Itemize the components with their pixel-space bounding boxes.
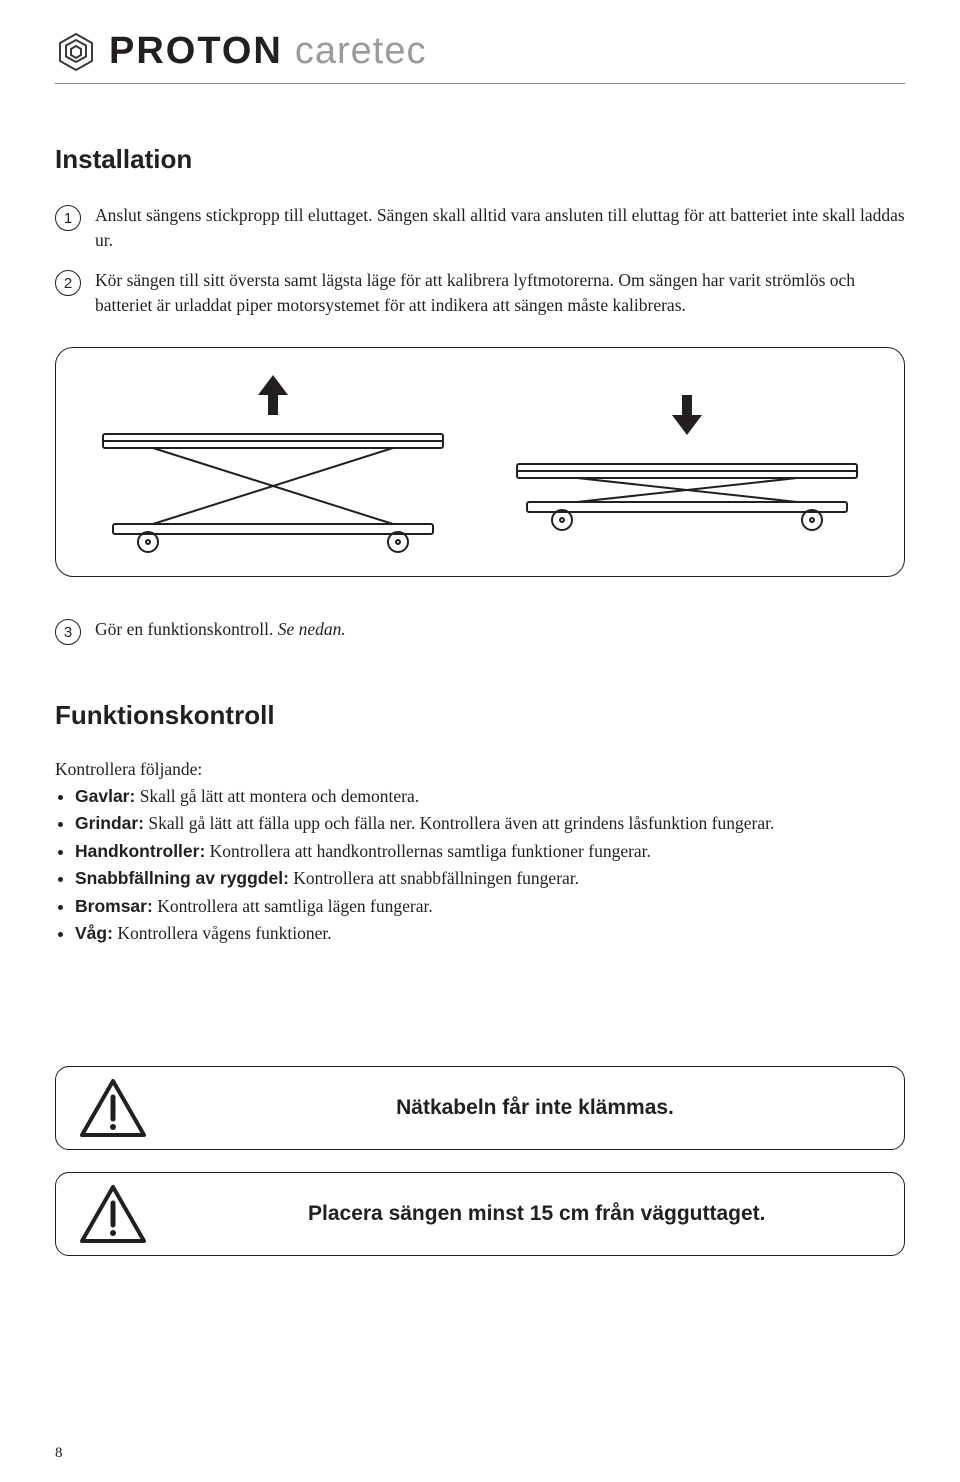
checklist-label: Grindar: xyxy=(75,813,144,833)
warning-text-1: Nätkabeln får inte klämmas. xyxy=(188,1096,882,1120)
checklist-text: Kontrollera att samtliga lägen fungerar. xyxy=(153,896,433,916)
step-3: 3 Gör en funktionskontroll. Se nedan. xyxy=(55,617,905,645)
checklist: Gavlar: Skall gå lätt att montera och de… xyxy=(75,784,905,946)
checklist-item-handkontroller: Handkontroller: Kontrollera att handkont… xyxy=(75,839,905,864)
step-text-1: Anslut sängens stickpropp till eluttaget… xyxy=(95,203,905,252)
warning-placera: Placera sängen minst 15 cm från väggutta… xyxy=(55,1172,905,1256)
brand-header: PROTON caretec xyxy=(55,30,905,84)
checklist-text: Kontrollera att snabbfällningen fungerar… xyxy=(289,868,579,888)
checklist-item-vag: Våg: Kontrollera vågens funktioner. xyxy=(75,921,905,946)
warning-triangle-icon xyxy=(78,1183,148,1245)
checklist-label: Våg: xyxy=(75,923,113,943)
warning-natkabel: Nätkabeln får inte klämmas. xyxy=(55,1066,905,1150)
checklist-label: Gavlar: xyxy=(75,786,135,806)
warning-triangle-icon xyxy=(78,1077,148,1139)
checklist-label: Snabbfällning av ryggdel: xyxy=(75,868,289,888)
step-3-main: Gör en funktionskontroll. xyxy=(95,619,278,639)
checklist-item-gavlar: Gavlar: Skall gå lätt att montera och de… xyxy=(75,784,905,809)
checklist-text: Skall gå lätt att montera och demontera. xyxy=(135,786,419,806)
step-3-italic: Se nedan. xyxy=(278,619,346,639)
checklist-item-bromsar: Bromsar: Kontrollera att samtliga lägen … xyxy=(75,894,905,919)
bed-raised-illustration xyxy=(93,370,453,554)
bed-lowered-illustration xyxy=(507,390,867,534)
heading-installation: Installation xyxy=(55,144,905,175)
page-number: 8 xyxy=(55,1445,63,1462)
checklist-item-snabbfallning: Snabbfällning av ryggdel: Kontrollera at… xyxy=(75,866,905,891)
step-number-1: 1 xyxy=(55,205,81,231)
heading-funktionskontroll: Funktionskontroll xyxy=(55,700,905,731)
step-text-3: Gör en funktionskontroll. Se nedan. xyxy=(95,617,346,642)
step-number-2: 2 xyxy=(55,270,81,296)
checklist-label: Handkontroller: xyxy=(75,841,205,861)
checklist-label: Bromsar: xyxy=(75,896,153,916)
brand-name-light: caretec xyxy=(295,30,427,73)
brand-logo-icon xyxy=(55,31,97,73)
step-1: 1 Anslut sängens stickpropp till eluttag… xyxy=(55,203,905,252)
calibration-diagram xyxy=(55,347,905,577)
checklist-item-grindar: Grindar: Skall gå lätt att fälla upp och… xyxy=(75,811,905,836)
checklist-text: Kontrollera att handkontrollernas samtli… xyxy=(205,841,651,861)
checklist-text: Skall gå lätt att fälla upp och fälla ne… xyxy=(144,813,774,833)
warning-text-2: Placera sängen minst 15 cm från väggutta… xyxy=(188,1202,882,1226)
step-2: 2 Kör sängen till sitt översta samt lägs… xyxy=(55,268,905,317)
brand-name-strong: PROTON xyxy=(109,30,283,73)
checklist-intro: Kontrollera följande: xyxy=(55,759,905,780)
step-number-3: 3 xyxy=(55,619,81,645)
checklist-text: Kontrollera vågens funktioner. xyxy=(113,923,332,943)
arrow-down-icon xyxy=(662,390,712,440)
step-text-2: Kör sängen till sitt översta samt lägsta… xyxy=(95,268,905,317)
arrow-up-icon xyxy=(248,370,298,420)
